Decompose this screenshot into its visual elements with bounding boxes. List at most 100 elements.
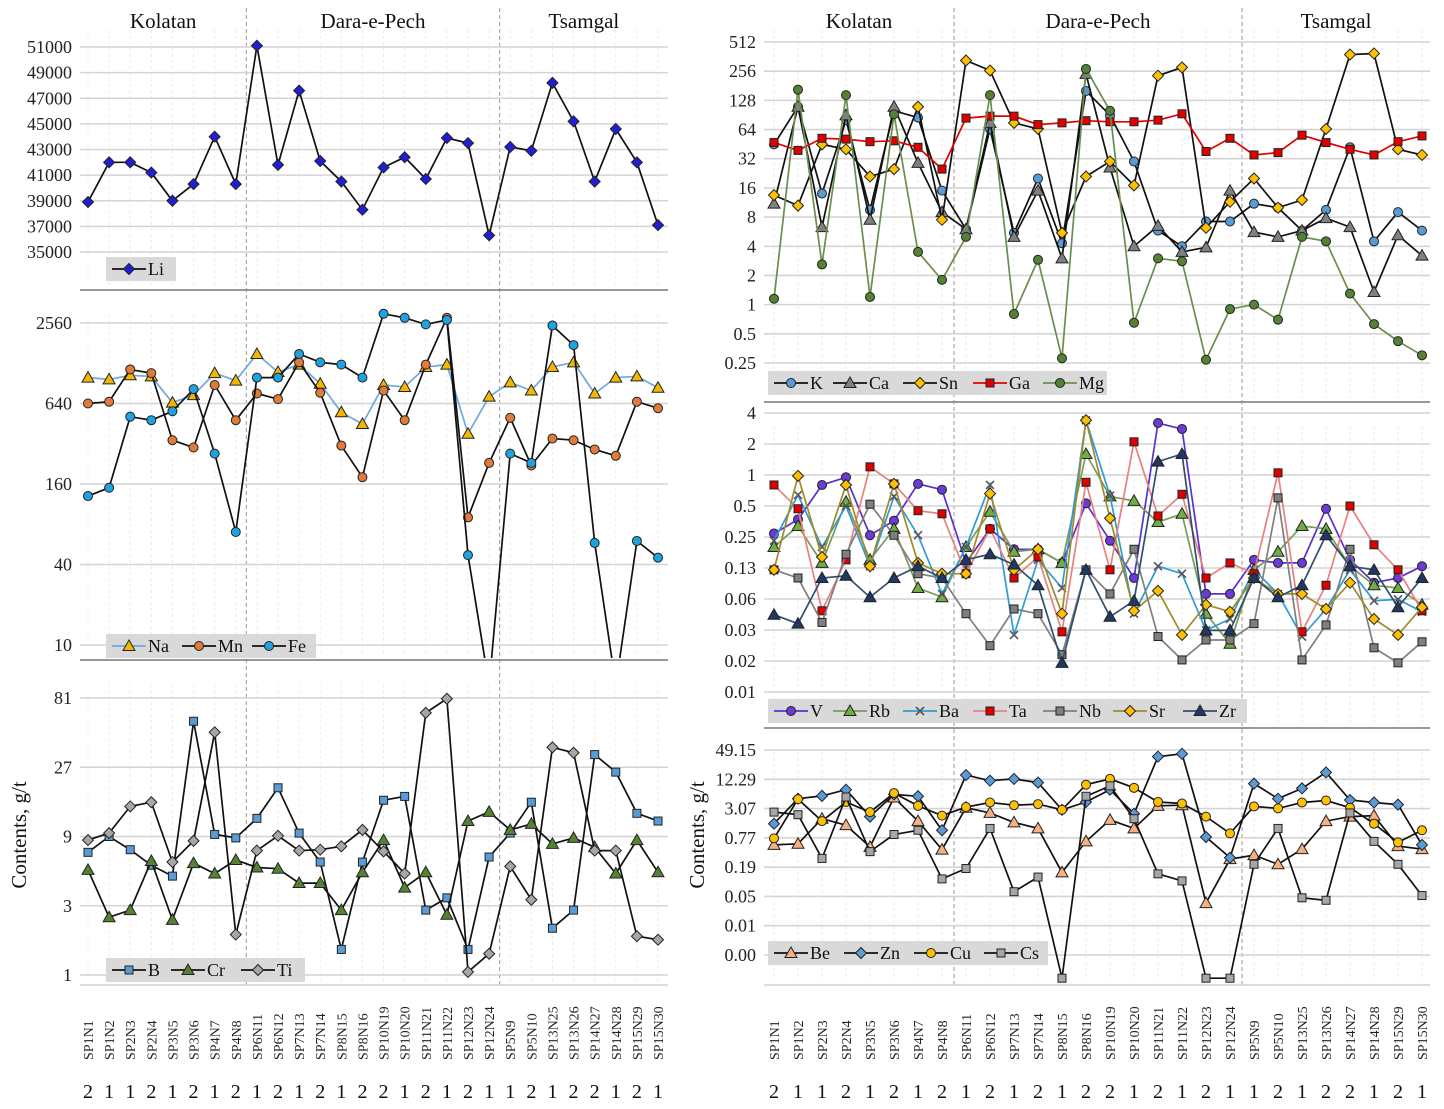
data-point-zn [983, 774, 997, 787]
data-point-zr [815, 570, 829, 583]
data-point-nb [817, 617, 827, 627]
data-point-ta [913, 506, 923, 516]
data-point-b [379, 795, 389, 805]
data-point-cu [1297, 797, 1307, 808]
data-point-b [400, 791, 410, 801]
data-point-b [547, 923, 557, 933]
data-point-sn [911, 100, 925, 113]
data-point-b [590, 750, 600, 760]
series-line-ga [773, 112, 1423, 171]
data-point-sr [1031, 543, 1045, 556]
y-tick-label: 256 [729, 61, 756, 81]
data-point-sn [983, 64, 997, 77]
data-point-fe [104, 482, 115, 493]
data-point-ca [1247, 225, 1261, 238]
x-tick-label: SP5N9 [504, 1020, 519, 1060]
data-point-v [1417, 561, 1427, 572]
data-point-b [463, 944, 473, 954]
data-point-zr [1103, 609, 1117, 622]
data-point-fe [336, 359, 347, 370]
data-point-mn [230, 415, 241, 426]
data-point-sr [863, 560, 877, 573]
data-point-sn [791, 199, 805, 212]
data-point-zn [959, 768, 973, 782]
data-point-ca [1031, 183, 1045, 196]
data-point-ca [1319, 211, 1333, 224]
data-point-nb [1249, 619, 1259, 629]
data-point-sn [1055, 226, 1069, 240]
data-point-cs [1249, 859, 1259, 869]
data-point-na [608, 370, 623, 383]
data-point-v [1321, 503, 1331, 514]
data-point-v [1297, 557, 1307, 568]
data-point-be [1367, 808, 1381, 821]
data-point-k [1249, 198, 1259, 209]
data-point-cr [545, 836, 560, 849]
data-point-b [653, 816, 663, 826]
legend-marker [915, 706, 925, 716]
data-point-ta [1321, 580, 1331, 590]
y-tick-label: 1 [747, 465, 756, 485]
data-point-ta [1177, 489, 1187, 499]
data-point-ca [1151, 218, 1165, 231]
data-point-cs [769, 807, 779, 817]
x-tick-label: SP4N8 [936, 1020, 951, 1060]
data-point-cs [841, 792, 851, 802]
data-point-mn [399, 415, 410, 426]
data-point-sn [1343, 48, 1357, 61]
data-point-fe [568, 340, 579, 351]
data-point-ga [1105, 117, 1115, 127]
x-tick-label: SP7N14 [1032, 1013, 1047, 1060]
data-point-rb [1175, 506, 1189, 519]
data-point-li [81, 195, 95, 209]
legend-label: Ga [1009, 373, 1030, 393]
data-point-ba [1369, 596, 1379, 606]
data-point-cu [1369, 818, 1379, 829]
data-point-cu [1153, 796, 1163, 807]
x-tick-label: SP10N19 [378, 1006, 393, 1060]
legend-item: Nb [1043, 701, 1101, 721]
data-point-nb [1201, 635, 1211, 645]
x-tick-label: SP4N8 [230, 1020, 245, 1060]
x-tick-label: SP11N22 [1176, 1007, 1191, 1060]
data-point-ta [1081, 477, 1091, 487]
series-line-be [773, 796, 1423, 906]
data-point-zr [1007, 557, 1021, 570]
data-point-b [611, 767, 621, 777]
series-line-rb [773, 451, 1423, 646]
data-point-fe [83, 491, 93, 502]
data-point-ti [271, 829, 285, 843]
data-point-ba [937, 589, 947, 599]
y-tick-label: 49.15 [716, 740, 757, 760]
y-tick-label: 45000 [27, 114, 72, 134]
data-point-be [1319, 814, 1333, 827]
data-point-ga [1369, 150, 1379, 160]
y-tick-label: 51000 [27, 37, 72, 57]
data-point-li [250, 39, 264, 52]
x-tick-label: SP14N27 [589, 1006, 604, 1060]
data-point-ti [314, 843, 327, 856]
data-point-rb [983, 504, 997, 517]
data-point-zr [839, 568, 853, 581]
y-tick-label: 16 [738, 178, 756, 198]
group-number: 2 [357, 1081, 367, 1103]
region-label: Dara-e-Pech [1046, 9, 1151, 33]
data-point-cr [102, 910, 116, 923]
data-point-ba [841, 501, 851, 511]
x-tick-label: SP1N1 [768, 1020, 783, 1060]
data-point-be [791, 836, 805, 849]
y-tick-label: 37000 [27, 216, 72, 236]
legend-item: Fe [252, 636, 306, 656]
group-number: 1 [1009, 1081, 1019, 1103]
data-point-v [1105, 535, 1115, 546]
data-point-mn [104, 396, 115, 407]
data-point-sr [1175, 628, 1189, 642]
data-point-ti [525, 893, 538, 906]
data-point-mg [793, 84, 803, 95]
y-axis-title-left: Contents, g/t [7, 781, 31, 889]
x-tick-label: SP7N13 [293, 1013, 308, 1060]
x-tick-label: SP15N29 [1392, 1006, 1407, 1060]
data-point-sn [1103, 155, 1117, 168]
data-point-zn [1319, 766, 1333, 779]
group-number: 1 [817, 1081, 827, 1103]
